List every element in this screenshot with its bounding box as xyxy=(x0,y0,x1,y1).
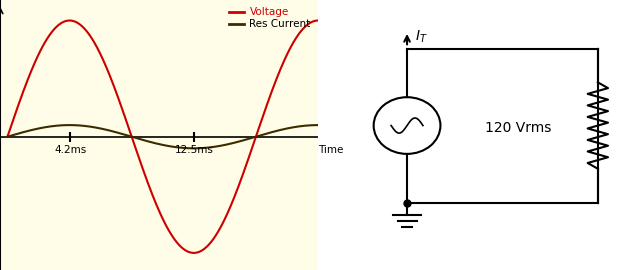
Text: 120 Vrms: 120 Vrms xyxy=(485,121,551,135)
Text: $I_T$: $I_T$ xyxy=(415,28,427,45)
Text: 12.5ms: 12.5ms xyxy=(174,145,213,155)
Legend: Voltage, Res Current: Voltage, Res Current xyxy=(226,5,313,32)
Text: 4.2ms: 4.2ms xyxy=(54,145,86,155)
Text: Time: Time xyxy=(318,145,343,155)
